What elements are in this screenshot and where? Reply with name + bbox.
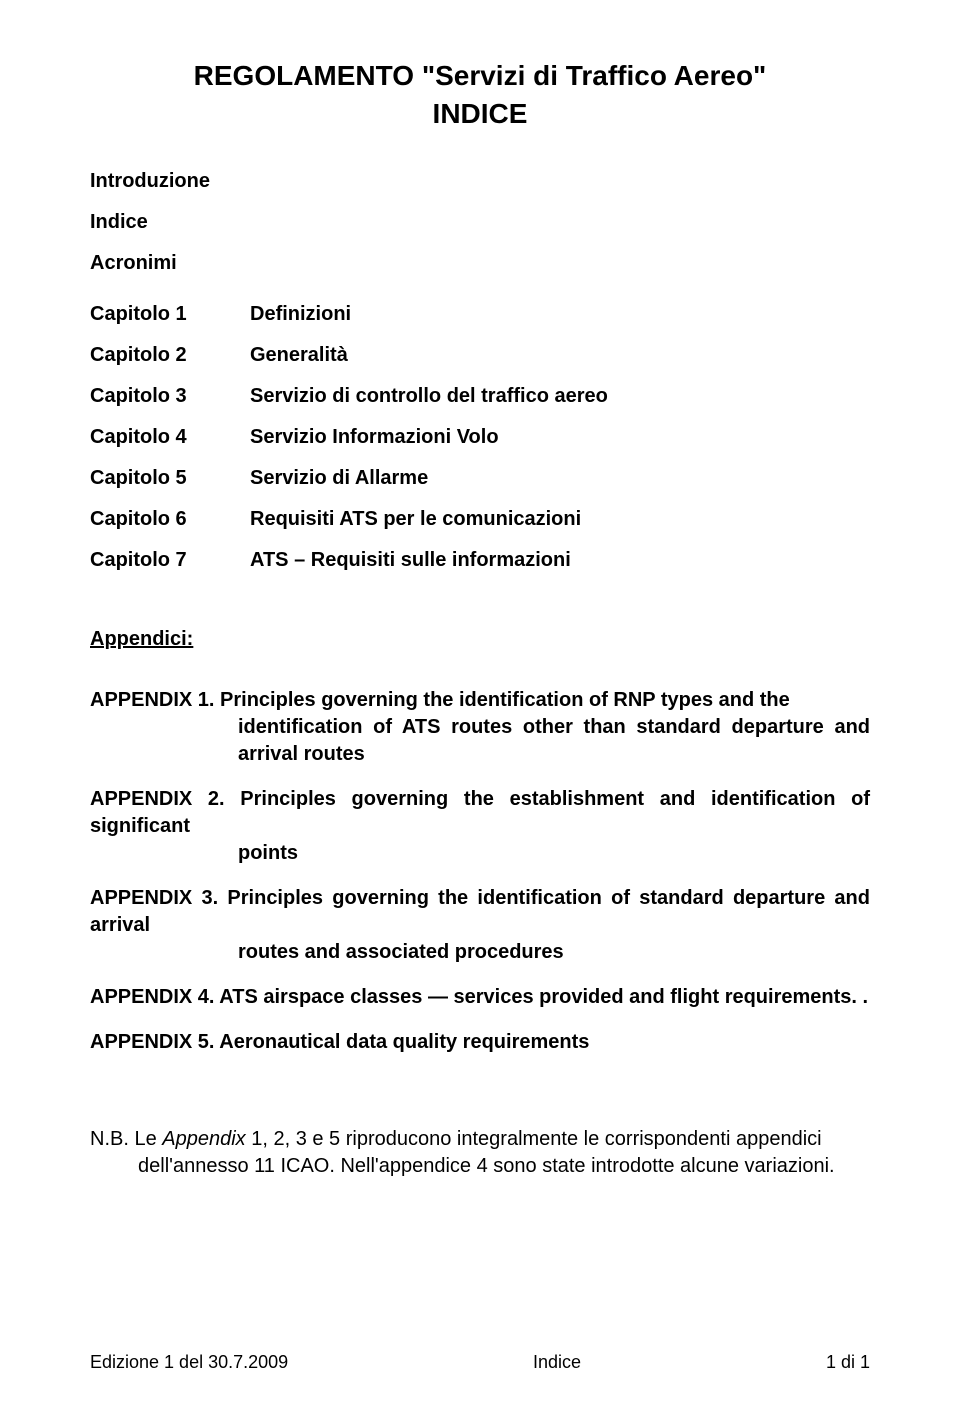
toc-item: Introduzione xyxy=(90,170,870,193)
chapter-label: Capitolo 3 xyxy=(90,385,250,426)
footer-center: Indice xyxy=(533,1352,581,1373)
footer-right: 1 di 1 xyxy=(826,1352,870,1373)
table-row: Capitolo 3 Servizio di controllo del tra… xyxy=(90,385,608,426)
table-row: Capitolo 5 Servizio di Allarme xyxy=(90,467,608,508)
chapters-table: Capitolo 1 Definizioni Capitolo 2 Genera… xyxy=(90,303,608,590)
appendix-lead: APPENDIX 4. ATS airspace classes — servi… xyxy=(90,986,868,1008)
chapter-label: Capitolo 5 xyxy=(90,467,250,508)
appendix-entry: APPENDIX 4. ATS airspace classes — servi… xyxy=(90,984,870,1011)
nb-prefix: N.B. xyxy=(90,1128,134,1150)
appendix-lead: APPENDIX 3. Principles governing the ide… xyxy=(90,887,870,936)
nb-italic: Appendix xyxy=(162,1128,245,1150)
chapter-value: Generalità xyxy=(250,344,608,385)
chapter-value: Servizio di controllo del traffico aereo xyxy=(250,385,608,426)
table-row: Capitolo 2 Generalità xyxy=(90,344,608,385)
chapter-label: Capitolo 4 xyxy=(90,426,250,467)
chapter-label: Capitolo 2 xyxy=(90,344,250,385)
nb-text: Le xyxy=(134,1128,162,1150)
appendix-entry: APPENDIX 3. Principles governing the ide… xyxy=(90,885,870,966)
appendix-cont: routes and associated procedures xyxy=(238,939,870,966)
toc-item: Acronimi xyxy=(90,252,870,275)
appendix-entry: APPENDIX 1. Principles governing the ide… xyxy=(90,687,870,768)
appendix-lead: APPENDIX 1. Principles governing the ide… xyxy=(90,689,790,711)
chapter-value: Definizioni xyxy=(250,303,608,344)
chapter-label: Capitolo 6 xyxy=(90,508,250,549)
table-row: Capitolo 1 Definizioni xyxy=(90,303,608,344)
chapter-value: Servizio di Allarme xyxy=(250,467,608,508)
document-title: REGOLAMENTO "Servizi di Traffico Aereo" xyxy=(90,60,870,92)
nb-cont: dell'annesso 11 ICAO. Nell'appendice 4 s… xyxy=(138,1153,870,1180)
chapter-label: Capitolo 7 xyxy=(90,549,250,590)
appendix-cont: identification of ATS routes other than … xyxy=(238,714,870,768)
page: REGOLAMENTO "Servizi di Traffico Aereo" … xyxy=(0,0,960,1413)
nb-text: 1, 2, 3 e 5 riproducono integralmente le… xyxy=(246,1128,822,1150)
chapter-label: Capitolo 1 xyxy=(90,303,250,344)
chapter-value: ATS – Requisiti sulle informazioni xyxy=(250,549,608,590)
document-subtitle: INDICE xyxy=(90,98,870,130)
appendix-lead: APPENDIX 2. Principles governing the est… xyxy=(90,788,870,837)
appendix-entry: APPENDIX 5. Aeronautical data quality re… xyxy=(90,1029,870,1056)
appendix-cont: points xyxy=(238,840,870,867)
chapter-value: Requisiti ATS per le comunicazioni xyxy=(250,508,608,549)
appendix-entry: APPENDIX 2. Principles governing the est… xyxy=(90,786,870,867)
table-row: Capitolo 6 Requisiti ATS per le comunica… xyxy=(90,508,608,549)
nb-note: N.B. Le Appendix 1, 2, 3 e 5 riproducono… xyxy=(90,1126,870,1180)
table-row: Capitolo 4 Servizio Informazioni Volo xyxy=(90,426,608,467)
table-row: Capitolo 7 ATS – Requisiti sulle informa… xyxy=(90,549,608,590)
toc-top-items: Introduzione Indice Acronimi xyxy=(90,170,870,275)
appendices-heading: Appendici: xyxy=(90,628,870,651)
appendix-lead: APPENDIX 5. Aeronautical data quality re… xyxy=(90,1031,589,1053)
chapter-value: Servizio Informazioni Volo xyxy=(250,426,608,467)
toc-item: Indice xyxy=(90,211,870,234)
footer-left: Edizione 1 del 30.7.2009 xyxy=(90,1352,288,1373)
footer: Edizione 1 del 30.7.2009 Indice 1 di 1 xyxy=(90,1352,870,1373)
